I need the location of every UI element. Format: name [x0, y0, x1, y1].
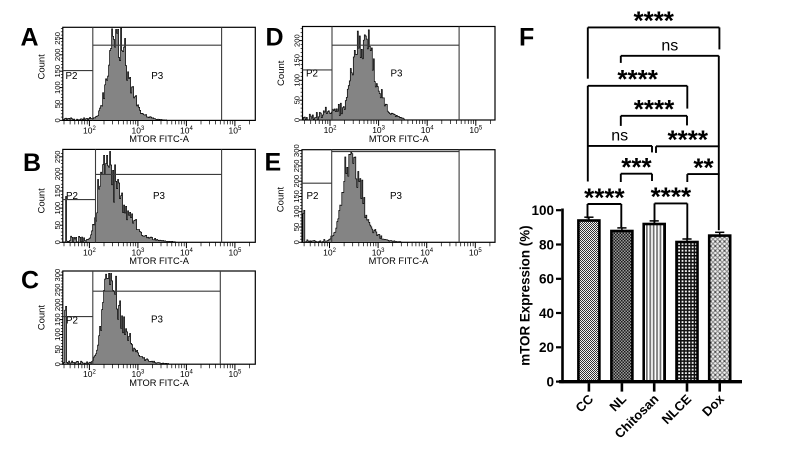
svg-text:D: D	[266, 24, 284, 52]
svg-text:****: ****	[617, 64, 658, 94]
svg-text:****: ****	[651, 182, 692, 212]
svg-text:mTOR Expression (%): mTOR Expression (%)	[518, 225, 533, 365]
svg-text:E: E	[265, 149, 282, 177]
svg-text:Count: Count	[276, 186, 287, 212]
svg-text:300: 300	[292, 144, 301, 157]
svg-text:50: 50	[293, 96, 302, 104]
svg-text:104: 104	[420, 247, 433, 257]
svg-text:100: 100	[53, 202, 62, 215]
svg-text:P3: P3	[151, 71, 164, 82]
svg-text:60: 60	[539, 272, 554, 287]
svg-text:150: 150	[53, 65, 62, 78]
svg-text:P2: P2	[307, 191, 319, 202]
svg-text:104: 104	[180, 369, 193, 379]
svg-text:100: 100	[531, 203, 554, 218]
svg-text:103: 103	[372, 125, 385, 135]
svg-text:P2: P2	[66, 316, 78, 327]
svg-text:300: 300	[53, 269, 62, 282]
svg-text:****: ****	[634, 94, 675, 124]
svg-text:104: 104	[421, 125, 434, 135]
svg-text:P2: P2	[66, 191, 78, 202]
svg-text:150: 150	[292, 190, 301, 203]
svg-text:250: 250	[53, 284, 62, 297]
svg-text:103: 103	[131, 125, 144, 135]
svg-text:50: 50	[53, 221, 62, 229]
svg-text:P2: P2	[306, 69, 318, 80]
svg-text:P3: P3	[153, 191, 166, 202]
svg-text:200: 200	[53, 298, 62, 311]
svg-text:80: 80	[539, 237, 554, 252]
svg-text:50: 50	[53, 100, 62, 108]
svg-text:MTOR FITC-A: MTOR FITC-A	[129, 256, 190, 266]
svg-text:150: 150	[293, 54, 302, 67]
svg-text:150: 150	[53, 313, 62, 326]
svg-text:F: F	[519, 24, 534, 52]
svg-text:102: 102	[324, 125, 337, 135]
svg-text:105: 105	[469, 125, 482, 135]
svg-text:MTOR FITC-A: MTOR FITC-A	[369, 134, 430, 144]
svg-text:50: 50	[292, 223, 301, 231]
svg-text:Count: Count	[36, 54, 47, 80]
svg-text:P3: P3	[390, 191, 403, 202]
svg-text:200: 200	[53, 48, 62, 61]
svg-text:0: 0	[53, 240, 62, 244]
svg-text:**: **	[693, 152, 714, 182]
svg-text:P2: P2	[66, 71, 78, 82]
svg-text:0: 0	[53, 362, 62, 366]
svg-text:103: 103	[372, 247, 385, 257]
svg-text:105: 105	[228, 125, 241, 135]
svg-text:C: C	[21, 267, 39, 295]
svg-text:***: ***	[621, 152, 652, 182]
svg-text:105: 105	[228, 247, 241, 257]
svg-text:250: 250	[53, 32, 62, 45]
svg-text:150: 150	[53, 185, 62, 198]
svg-text:B: B	[23, 149, 41, 177]
svg-text:200: 200	[53, 168, 62, 181]
svg-text:0: 0	[546, 374, 554, 389]
svg-text:250: 250	[53, 150, 62, 163]
svg-text:ns: ns	[661, 38, 678, 55]
svg-text:ns: ns	[611, 128, 628, 145]
svg-text:P3: P3	[151, 315, 164, 326]
svg-text:MTOR FITC-A: MTOR FITC-A	[129, 134, 190, 144]
svg-text:****: ****	[584, 182, 625, 212]
svg-text:100: 100	[53, 81, 62, 94]
svg-text:****: ****	[668, 125, 709, 155]
svg-text:0: 0	[293, 118, 302, 122]
svg-text:100: 100	[292, 205, 301, 218]
svg-text:50: 50	[53, 345, 62, 353]
svg-text:A: A	[21, 24, 39, 52]
svg-text:0: 0	[292, 240, 301, 244]
svg-text:Count: Count	[36, 305, 47, 331]
svg-text:102: 102	[83, 369, 96, 379]
svg-text:102: 102	[323, 247, 336, 257]
svg-text:103: 103	[131, 247, 144, 257]
svg-text:Count: Count	[36, 188, 47, 214]
svg-text:250: 250	[292, 160, 301, 173]
svg-text:102: 102	[83, 125, 96, 135]
svg-text:20: 20	[539, 340, 554, 355]
svg-text:Count: Count	[276, 60, 287, 86]
svg-text:P3: P3	[391, 69, 404, 80]
svg-text:105: 105	[469, 247, 482, 257]
svg-text:100: 100	[293, 74, 302, 87]
svg-text:104: 104	[180, 125, 193, 135]
svg-text:104: 104	[180, 247, 193, 257]
svg-text:105: 105	[228, 369, 241, 379]
svg-text:200: 200	[292, 175, 301, 188]
svg-text:0: 0	[53, 118, 62, 122]
svg-text:MTOR FITC-A: MTOR FITC-A	[369, 256, 430, 266]
svg-text:103: 103	[131, 369, 144, 379]
svg-text:40: 40	[539, 306, 554, 321]
svg-text:200: 200	[293, 34, 302, 47]
svg-text:****: ****	[633, 6, 674, 36]
svg-text:100: 100	[53, 328, 62, 341]
svg-text:MTOR FITC-A: MTOR FITC-A	[129, 378, 190, 388]
svg-text:102: 102	[83, 247, 96, 257]
